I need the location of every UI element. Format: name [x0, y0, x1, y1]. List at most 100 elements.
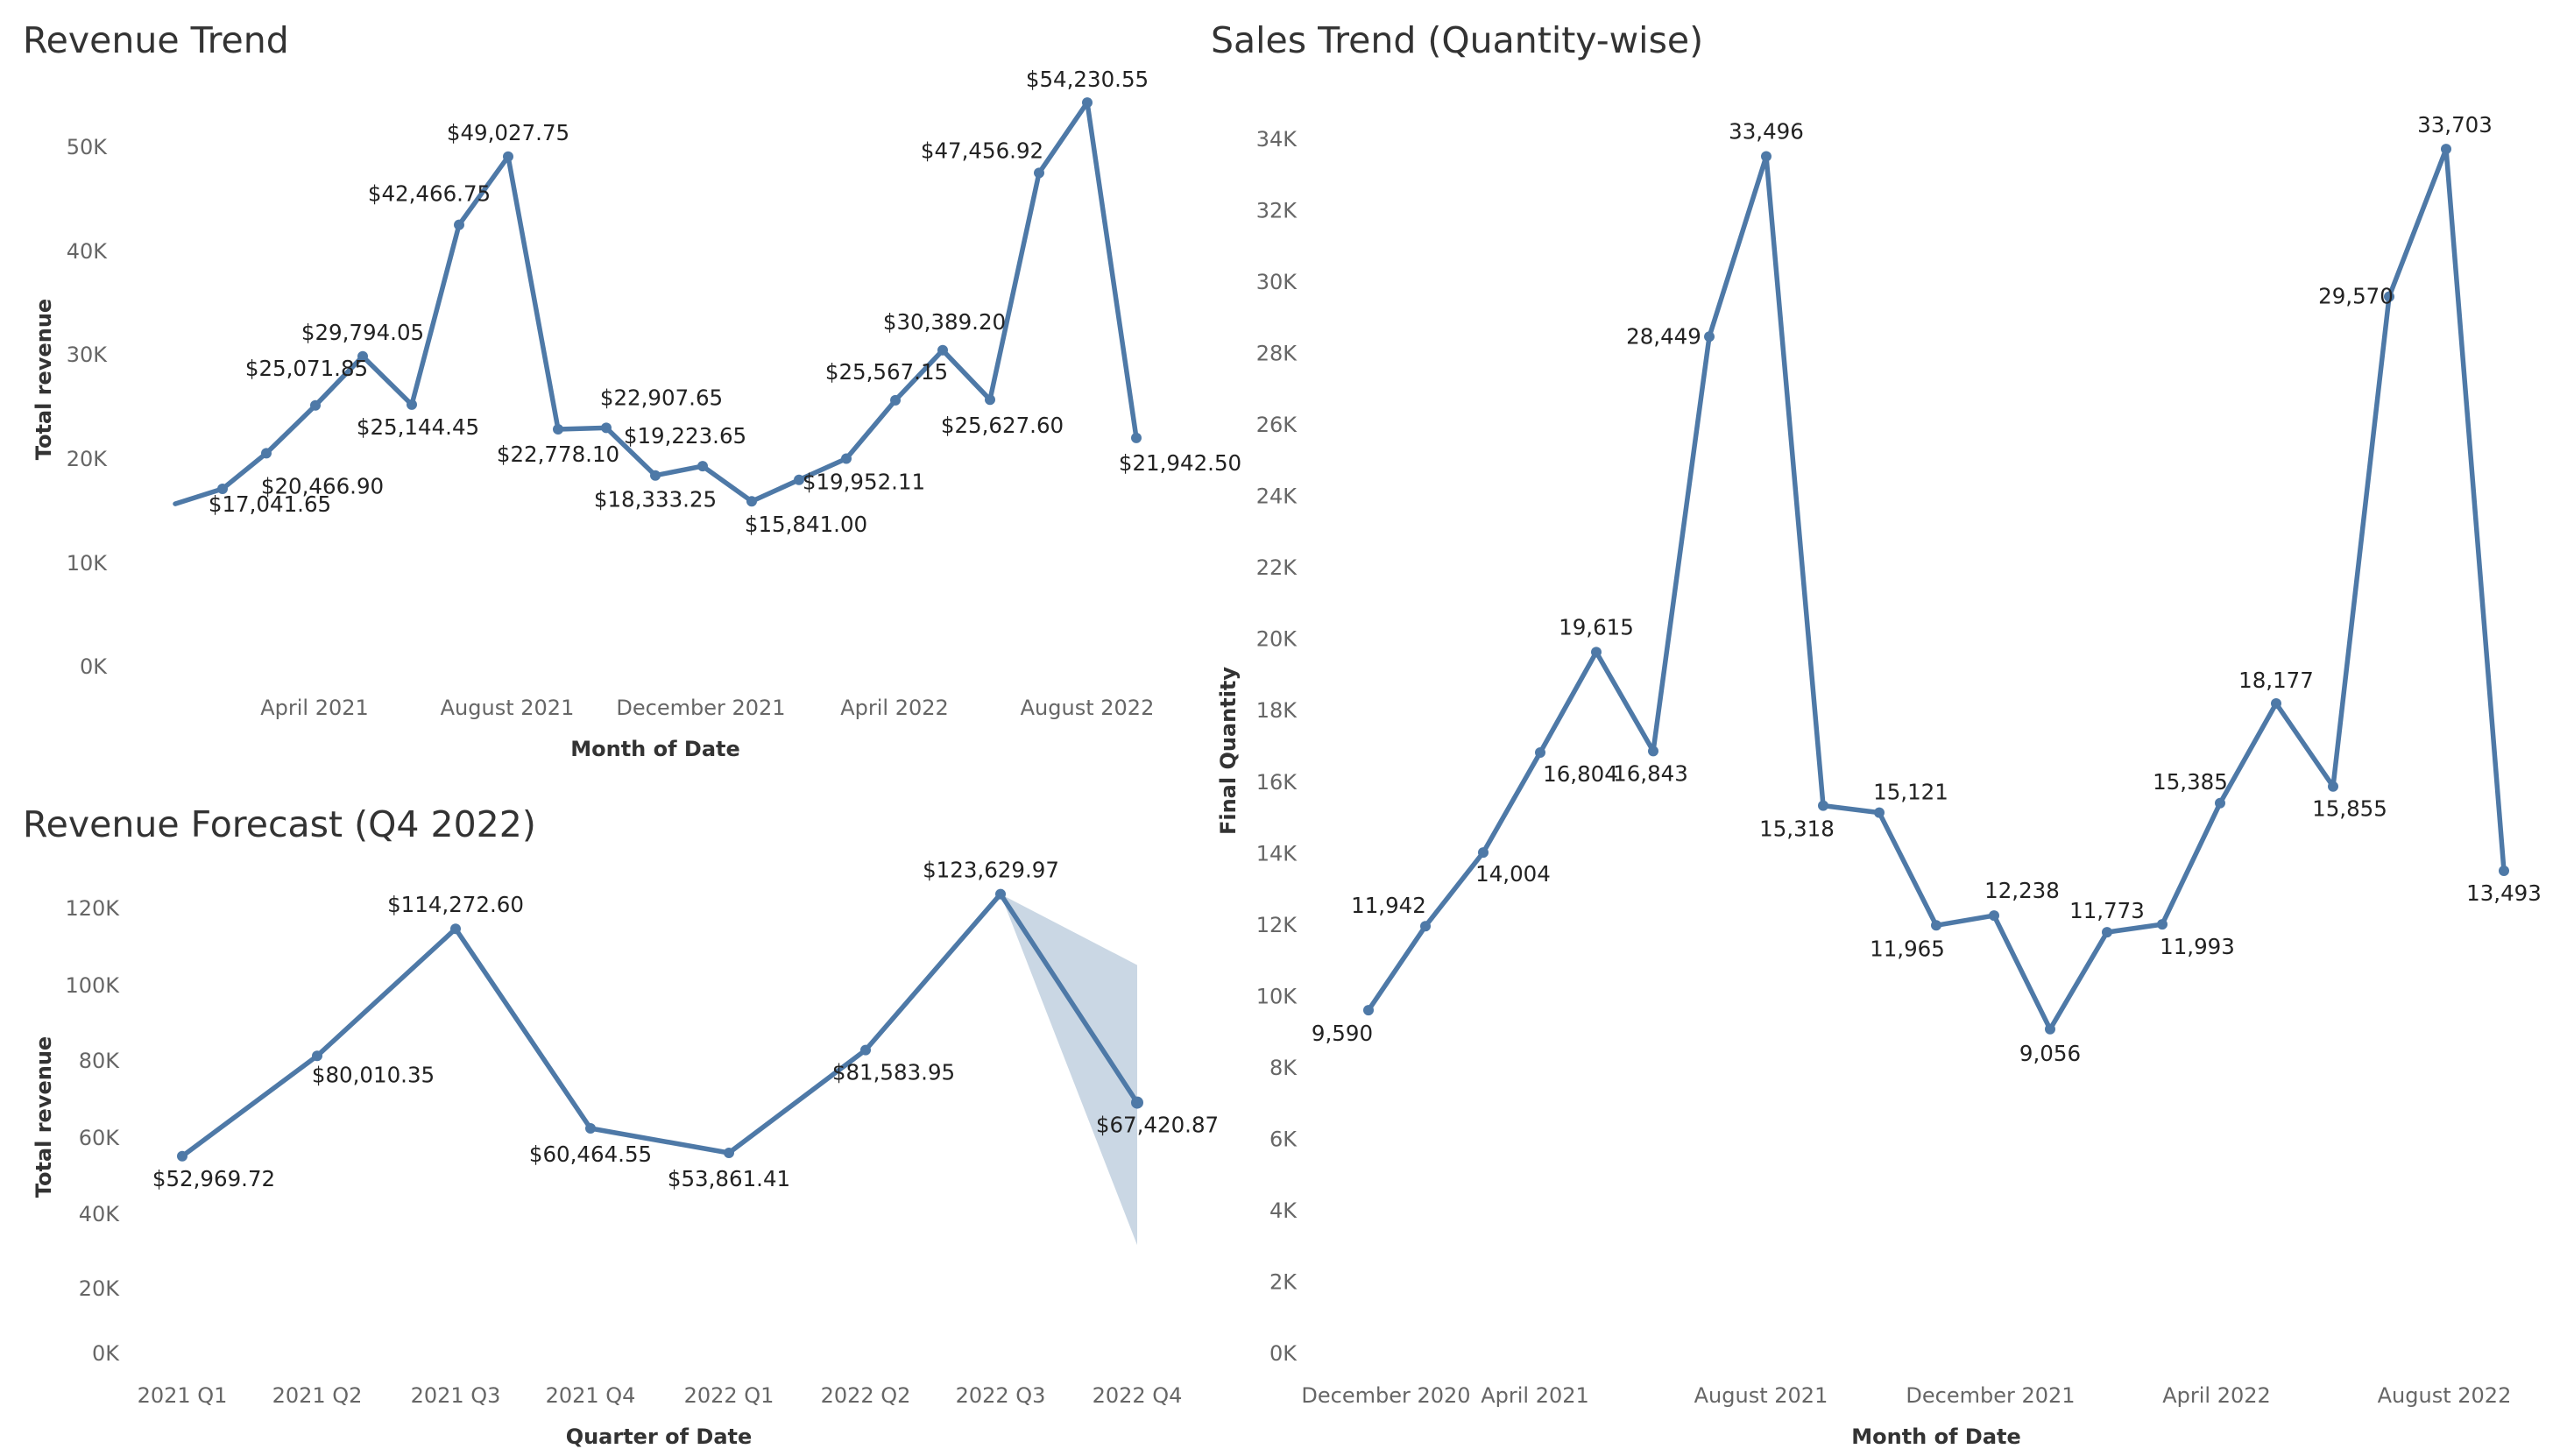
x-tick-label: 2022 Q4 — [1093, 1383, 1183, 1408]
data-point — [601, 422, 612, 434]
x-tick-label: April 2022 — [840, 696, 949, 720]
data-point — [794, 474, 804, 485]
data-point — [1931, 920, 1941, 931]
y-tick-label: 2K — [1269, 1270, 1298, 1295]
x-tick-label: 2021 Q3 — [411, 1383, 501, 1408]
data-label: 11,965 — [1870, 936, 1945, 961]
data-label: 16,804 — [1543, 761, 1618, 787]
x-tick-label: December 2021 — [1906, 1383, 2075, 1408]
y-tick-label: 40K — [79, 1202, 121, 1226]
data-label: 9,056 — [2019, 1041, 2081, 1066]
data-point — [1535, 747, 1545, 758]
data-point — [2045, 1023, 2055, 1035]
data-point — [937, 344, 948, 356]
x-tick-label: 2021 Q1 — [138, 1383, 228, 1408]
data-point — [2102, 927, 2112, 938]
data-point — [450, 923, 461, 935]
sales-trend-data-labels: 9,590 11,942 14,004 16,804 19,615 16,843 28,44… — [1312, 112, 2542, 1066]
data-label: 13,493 — [2466, 880, 2542, 906]
data-label: 33,703 — [2417, 112, 2493, 138]
data-label: $49,027.75 — [447, 120, 569, 145]
x-tick-label: 2021 Q4 — [546, 1383, 636, 1408]
x-tick-label: December 2021 — [616, 696, 785, 720]
revenue-forecast-data-labels: $52,969.72 $80,010.35 $114,272.60 $60,464.5… — [152, 858, 1219, 1191]
data-label: $25,071.85 — [245, 356, 368, 381]
data-point — [503, 151, 513, 162]
data-point — [1082, 97, 1093, 109]
y-tick-label: 10K — [67, 551, 109, 576]
data-label: 15,385 — [2153, 769, 2228, 795]
sales-trend-y-axis-label: Final Quantity — [1216, 667, 1241, 835]
data-point — [407, 399, 417, 410]
data-label: 15,121 — [1873, 780, 1948, 805]
data-point — [697, 461, 708, 472]
data-label: $52,969.72 — [152, 1166, 275, 1191]
y-tick-label: 30K — [67, 343, 109, 367]
data-label: $17,041.65 — [209, 491, 331, 517]
revenue-forecast-title: Revenue Forecast (Q4 2022) — [23, 803, 536, 845]
data-label: 11,993 — [2160, 934, 2235, 959]
y-tick-label: 24K — [1256, 484, 1298, 509]
y-tick-label: 12K — [1256, 913, 1298, 937]
data-point — [217, 484, 228, 494]
y-tick-label: 60K — [79, 1126, 121, 1150]
data-point — [1363, 1005, 1374, 1016]
revenue-forecast-chart: Revenue Forecast (Q4 2022) Total revenue… — [23, 803, 1219, 1449]
data-point — [1131, 432, 1142, 443]
x-tick-label: August 2021 — [1694, 1383, 1828, 1408]
data-point — [1818, 800, 1828, 811]
data-point — [261, 448, 272, 459]
revenue-trend-chart: Revenue Trend Total revenue Month of Dat… — [23, 19, 1241, 761]
y-tick-label: 18K — [1256, 698, 1298, 723]
x-tick-label: April 2022 — [2162, 1383, 2271, 1408]
data-label: $25,627.60 — [941, 413, 1064, 438]
y-tick-label: 34K — [1256, 127, 1298, 152]
data-label: $19,952.11 — [803, 470, 925, 495]
y-tick-label: 120K — [65, 896, 120, 921]
y-tick-label: 20K — [67, 447, 109, 471]
y-tick-label: 0K — [80, 654, 108, 679]
data-point — [310, 399, 321, 411]
data-point — [2157, 919, 2168, 930]
x-tick-label: 2021 Q2 — [272, 1383, 363, 1408]
sales-trend-line — [1366, 146, 2507, 1032]
data-point — [2328, 781, 2338, 792]
data-point — [2215, 797, 2225, 809]
data-label: $80,010.35 — [312, 1062, 435, 1087]
data-point — [177, 1150, 187, 1162]
data-label: $60,464.55 — [529, 1141, 652, 1167]
data-point — [1874, 807, 1885, 818]
data-label: $30,389.20 — [883, 309, 1006, 335]
data-point — [1704, 331, 1715, 343]
data-label: $19,223.65 — [624, 423, 746, 449]
data-label: $47,456.92 — [921, 138, 1043, 163]
data-point — [553, 424, 563, 435]
data-label: $54,230.55 — [1026, 67, 1149, 92]
y-tick-label: 26K — [1256, 413, 1298, 437]
data-point — [585, 1123, 596, 1134]
sales-trend-y-ticks: 0K 2K 4K 6K 8K 10K 12K 14K 16K 18K 20K 22K 24K 26K 28K… — [1256, 127, 1298, 1366]
y-tick-label: 20K — [1256, 627, 1298, 652]
data-point — [1648, 746, 1658, 757]
revenue-trend-y-ticks: 0K 10K 20K 30K 40K 50K — [67, 135, 109, 679]
data-label: 19,615 — [1559, 614, 1634, 640]
x-tick-label: 2022 Q1 — [684, 1383, 774, 1408]
sales-trend-title: Sales Trend (Quantity-wise) — [1211, 19, 1703, 61]
data-point — [1989, 910, 1999, 922]
y-tick-label: 40K — [67, 239, 109, 264]
data-point — [2271, 698, 2281, 709]
data-label: $18,333.25 — [594, 487, 717, 512]
x-tick-label: 2022 Q2 — [821, 1383, 911, 1408]
data-point — [2441, 144, 2451, 155]
data-label: 18,177 — [2238, 668, 2314, 693]
data-point — [454, 219, 464, 230]
revenue-trend-x-ticks: April 2021 August 2021 December 2021 April … — [260, 696, 1154, 720]
data-label: 33,496 — [1729, 119, 1804, 145]
data-point — [1034, 167, 1044, 179]
x-tick-label: December 2020 — [1301, 1383, 1470, 1408]
revenue-forecast-y-ticks: 0K 20K 40K 60K 80K 100K 120K — [65, 896, 120, 1366]
data-point — [650, 470, 661, 481]
data-point — [1761, 151, 1771, 162]
sales-trend-x-ticks: December 2020 April 2021 August 2021 Decemb… — [1301, 1383, 2511, 1408]
data-point — [985, 394, 995, 406]
